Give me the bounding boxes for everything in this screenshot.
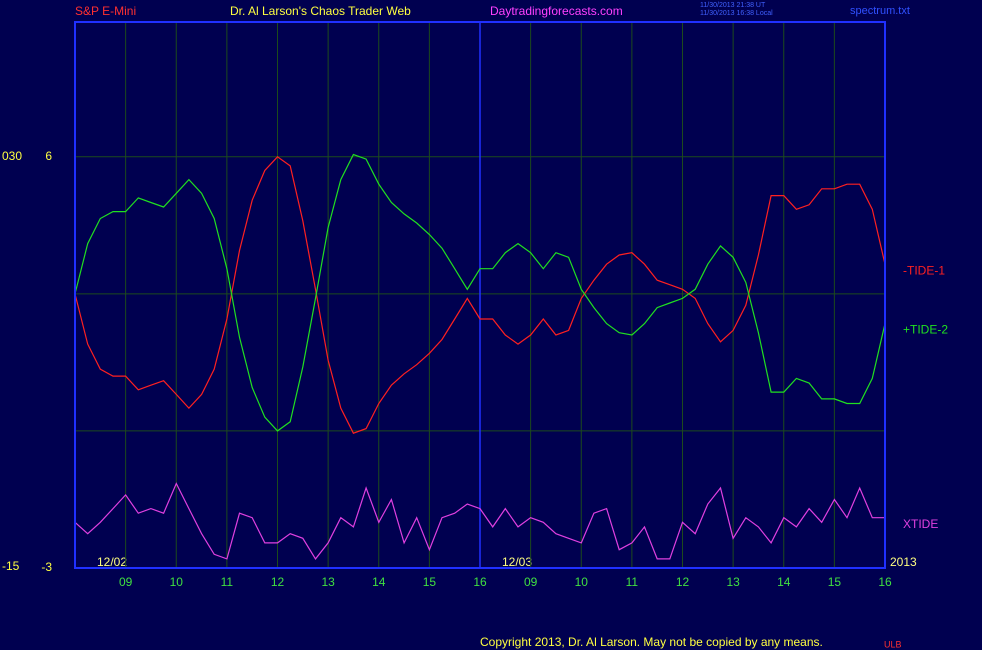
x-tick-label: 13 (321, 575, 335, 589)
x-tick-label: 11 (626, 575, 639, 589)
timestamp: 11/30/2013 21:38 UT (700, 2, 766, 9)
year-label: 2013 (890, 555, 917, 569)
x-tick-label: 12 (676, 575, 690, 589)
outer-scale-label: -15 (2, 559, 20, 573)
date-label: 12/03 (502, 555, 532, 569)
x-tick-label: 15 (423, 575, 437, 589)
x-tick-label: 15 (828, 575, 842, 589)
x-tick-label: 16 (473, 575, 487, 589)
x-tick-label: 13 (726, 575, 740, 589)
series-line (74, 153, 886, 432)
x-tick-label: 10 (170, 575, 184, 589)
x-tick-label: 14 (777, 575, 791, 589)
x-tick-label: 09 (524, 575, 538, 589)
x-tick-label: 10 (575, 575, 589, 589)
y-tick-label: -3 (41, 560, 52, 574)
x-tick-label: 16 (878, 575, 892, 589)
series-line (74, 156, 886, 434)
mark: ULB (884, 639, 902, 649)
site-url: Daytradingforecasts.com (490, 4, 623, 18)
file-name: spectrum.txt (850, 5, 910, 17)
series-label: +TIDE-2 (903, 323, 948, 337)
x-tick-label: 11 (221, 575, 234, 589)
date-label: 12/02 (97, 555, 127, 569)
series-line (74, 482, 885, 560)
site-name: Dr. Al Larson's Chaos Trader Web (230, 4, 411, 18)
series-label: XTIDE (903, 517, 938, 531)
x-tick-label: 09 (119, 575, 133, 589)
series-label: -TIDE-1 (903, 263, 945, 277)
outer-scale-label: 030 (2, 149, 22, 163)
y-tick-label: 6 (45, 149, 52, 163)
copyright: Copyright 2013, Dr. Al Larson. May not b… (480, 635, 823, 649)
instrument: S&P E-Mini (75, 4, 136, 18)
plot-frame (74, 21, 886, 569)
x-tick-label: 14 (372, 575, 386, 589)
plot-lines (74, 153, 886, 560)
timestamp: 11/30/2013 16:38 Local (700, 10, 773, 17)
x-tick-label: 12 (271, 575, 285, 589)
